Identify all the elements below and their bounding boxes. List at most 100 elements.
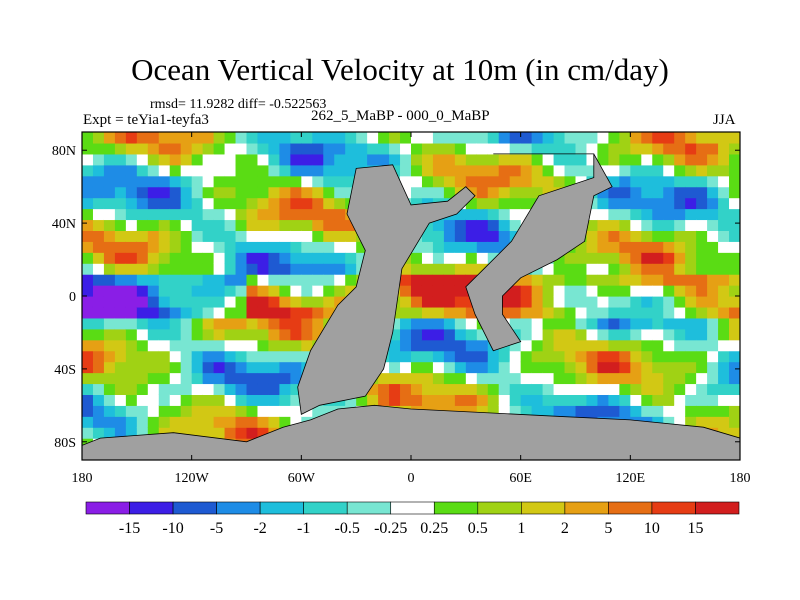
field-cell xyxy=(323,263,335,275)
field-cell xyxy=(465,175,478,188)
field-cell xyxy=(718,405,730,417)
field-cell xyxy=(257,186,270,199)
field-cell xyxy=(279,197,291,210)
field-cell xyxy=(279,186,291,199)
field-cell xyxy=(443,372,456,385)
field-cell xyxy=(641,339,653,352)
field-cell xyxy=(630,132,642,144)
field-cell xyxy=(103,241,116,253)
field-cell xyxy=(147,252,160,264)
field-cell xyxy=(180,241,193,253)
field-cell xyxy=(92,219,105,231)
field-cell xyxy=(696,263,708,275)
field-cell xyxy=(630,153,642,166)
field-cell xyxy=(586,164,599,177)
field-cell xyxy=(125,197,138,210)
field-cell xyxy=(465,208,478,221)
field-cell xyxy=(279,361,291,374)
field-cell xyxy=(432,241,445,253)
field-cell xyxy=(564,142,577,155)
field-cell xyxy=(553,263,566,275)
field-cell xyxy=(696,306,708,319)
field-cell xyxy=(619,164,631,177)
field-cell xyxy=(400,372,412,385)
field-cell xyxy=(136,241,149,253)
field-cell xyxy=(663,263,675,275)
field-cell xyxy=(257,350,270,363)
field-cell xyxy=(136,350,149,363)
field-cell xyxy=(553,306,566,319)
field-cell xyxy=(707,372,719,385)
field-cell xyxy=(575,328,588,341)
field-cell xyxy=(301,153,313,166)
field-cell xyxy=(707,274,719,286)
stats-line: rmsd= 11.9282 diff= -0.522563 xyxy=(150,97,327,112)
field-cell xyxy=(454,252,467,264)
field-cell xyxy=(696,405,708,417)
field-cell xyxy=(674,383,686,395)
field-cell xyxy=(685,164,697,177)
field-cell xyxy=(191,405,204,417)
field-cell xyxy=(334,142,346,155)
field-cell xyxy=(509,350,522,363)
field-cell xyxy=(169,328,182,341)
field-cell xyxy=(169,241,182,253)
field-cell xyxy=(531,361,544,374)
field-cell xyxy=(180,132,193,144)
field-cell xyxy=(476,197,489,210)
field-cell xyxy=(663,274,675,286)
field-cell xyxy=(224,350,237,363)
field-cell xyxy=(136,394,149,406)
field-cell xyxy=(202,416,215,428)
field-cell xyxy=(432,339,445,352)
field-cell xyxy=(268,372,280,385)
field-cell xyxy=(432,394,445,406)
field-cell xyxy=(597,285,609,297)
field-cell xyxy=(224,339,237,352)
field-cell xyxy=(246,197,259,210)
field-cell xyxy=(301,350,313,363)
field-cell xyxy=(125,383,138,395)
field-cell xyxy=(191,208,204,221)
field-cell xyxy=(312,328,324,341)
field-cell xyxy=(542,142,555,155)
field-cell xyxy=(652,164,664,177)
field-cell xyxy=(114,383,127,395)
field-cell xyxy=(158,328,171,341)
field-cell xyxy=(169,306,182,319)
field-cell xyxy=(674,405,686,417)
field-cell xyxy=(575,164,588,177)
field-cell xyxy=(597,142,609,155)
field-cell xyxy=(619,197,631,210)
field-cell xyxy=(465,405,478,417)
field-cell xyxy=(663,208,675,221)
field-cell xyxy=(158,383,171,395)
field-cell xyxy=(520,142,533,155)
y-tick-label: 40N xyxy=(52,217,76,232)
field-cell xyxy=(718,317,730,330)
field-cell xyxy=(246,252,259,264)
field-cell xyxy=(729,296,740,308)
field-cell xyxy=(476,394,489,406)
field-cell xyxy=(487,153,500,166)
field-cell xyxy=(268,361,280,374)
field-cell xyxy=(718,350,730,363)
field-cell xyxy=(520,274,533,286)
field-cell xyxy=(82,285,94,297)
field-cell xyxy=(663,186,675,199)
field-cell xyxy=(674,142,686,155)
field-cell xyxy=(641,350,653,363)
field-cell xyxy=(531,394,544,406)
field-cell xyxy=(663,361,675,374)
field-cell xyxy=(180,197,193,210)
field-cell xyxy=(707,339,719,352)
field-cell xyxy=(257,175,270,188)
field-cell xyxy=(191,296,204,308)
field-cell xyxy=(465,153,478,166)
field-cell xyxy=(125,416,138,428)
field-cell xyxy=(334,219,346,231)
field-cell xyxy=(443,252,456,264)
field-cell xyxy=(367,132,379,144)
field-cell xyxy=(136,153,149,166)
field-cell xyxy=(597,296,609,308)
